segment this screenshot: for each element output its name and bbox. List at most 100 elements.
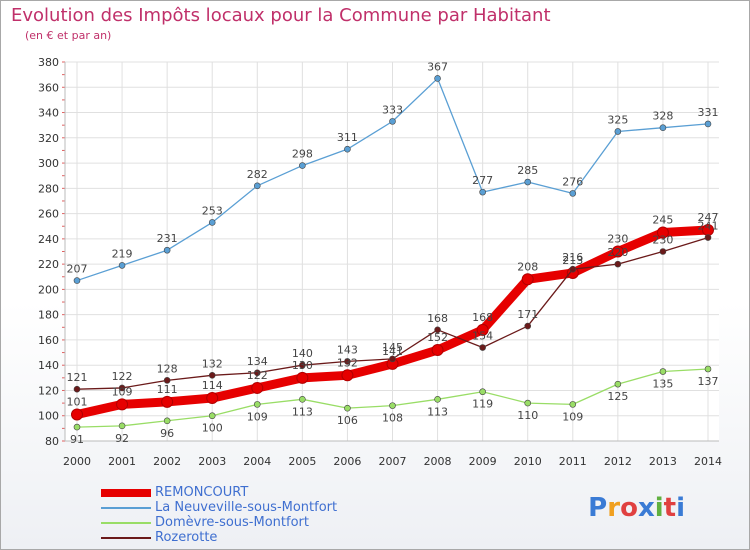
data-label: 134: [247, 355, 268, 368]
data-point: [479, 388, 486, 396]
data-label: 298: [292, 148, 313, 161]
data-point: [569, 265, 577, 273]
x-tick-label: 2014: [694, 455, 722, 468]
x-tick-label: 2000: [63, 455, 91, 468]
data-label: 143: [337, 343, 358, 356]
data-label: 230: [607, 233, 628, 246]
x-tick-label: 2004: [243, 455, 271, 468]
logo-letter: i: [676, 493, 685, 523]
data-point: [206, 392, 219, 405]
data-point: [659, 368, 667, 375]
data-label: 213: [562, 254, 583, 267]
y-tick-label: 160: [38, 334, 59, 347]
data-label: 145: [382, 341, 403, 354]
data-point: [299, 162, 306, 169]
axes: 80 100 120 140 160 180 200 220 240 260 280 300 320 34…: [38, 56, 722, 468]
data-point: [161, 395, 174, 408]
data-label: 171: [517, 308, 538, 321]
data-point: [521, 273, 534, 286]
x-tick-label: 2006: [333, 455, 361, 468]
data-label: 109: [247, 410, 268, 423]
data-label: 132: [337, 356, 358, 369]
logo-letter: t: [663, 493, 677, 523]
x-tick-label: 2001: [108, 455, 136, 468]
data-label: 91: [70, 433, 84, 446]
data-point: [434, 396, 441, 403]
data-point: [569, 190, 577, 197]
legend-item-remoncourt[interactable]: REMONCOURT: [101, 485, 337, 500]
data-label: 219: [112, 247, 133, 260]
data-point: [118, 262, 126, 269]
legend-label: Domèvre-sous-Montfort: [155, 515, 309, 530]
proxiti-logo[interactable]: Proxiti: [588, 493, 685, 523]
data-point: [253, 182, 261, 190]
data-label: 241: [698, 220, 719, 233]
legend-swatch: [101, 521, 151, 524]
data-label: 328: [652, 110, 673, 123]
data-point: [251, 381, 264, 394]
data-point: [253, 369, 261, 377]
data-point: [431, 344, 444, 357]
data-point: [116, 398, 129, 411]
y-tick-label: 200: [38, 283, 59, 296]
data-point: [389, 402, 396, 409]
data-point: [118, 384, 126, 392]
data-point: [704, 365, 712, 373]
data-point: [659, 248, 667, 255]
data-point: [656, 226, 669, 239]
data-point: [524, 399, 532, 407]
legend-item-rozerotte[interactable]: Rozerotte: [101, 530, 337, 545]
data-label: 137: [698, 375, 719, 388]
x-tick-label: 2009: [469, 455, 497, 468]
x-tick-label: 2008: [424, 455, 452, 468]
y-tick-label: 220: [38, 258, 59, 271]
data-point: [344, 404, 351, 412]
y-tick-label: 180: [38, 309, 59, 322]
data-label: 130: [292, 359, 313, 372]
data-point: [611, 245, 624, 258]
data-label: 331: [698, 106, 719, 119]
legend-item-la-neuveville[interactable]: La Neuveville-sous-Montfort: [101, 500, 337, 515]
logo-letter: P: [588, 493, 608, 523]
data-label: 367: [427, 60, 448, 73]
data-point: [208, 372, 216, 379]
data-label: 207: [67, 263, 88, 276]
data-label: 122: [247, 369, 268, 382]
data-label: 108: [382, 412, 403, 425]
data-point: [253, 401, 261, 408]
data-label: 216: [562, 251, 583, 264]
legend-label: REMONCOURT: [155, 485, 249, 500]
x-tick-label: 2003: [198, 455, 226, 468]
x-tick-label: 2013: [649, 455, 677, 468]
data-label: 231: [157, 232, 178, 245]
legend-swatch: [101, 506, 151, 509]
data-label: 96: [160, 427, 174, 440]
data-point: [479, 344, 486, 351]
data-label: 168: [427, 312, 448, 325]
x-tick-label: 2007: [379, 455, 407, 468]
y-tick-label: 340: [38, 107, 59, 120]
data-label: 311: [337, 131, 358, 144]
data-point: [659, 124, 667, 131]
data-point: [344, 358, 351, 365]
legend-item-domevre[interactable]: Domèvre-sous-Montfort: [101, 515, 337, 530]
logo-letter: r: [607, 493, 621, 523]
y-tick-label: 80: [45, 435, 59, 448]
data-label: 109: [112, 385, 133, 398]
x-tick-label: 2005: [288, 455, 316, 468]
data-label: 92: [115, 432, 129, 445]
data-label: 230: [652, 234, 673, 247]
data-point: [163, 246, 171, 254]
data-point: [73, 423, 81, 431]
data-label: 125: [607, 390, 628, 403]
data-point: [208, 412, 216, 420]
y-tick-label: 100: [38, 410, 59, 423]
data-point: [389, 118, 396, 125]
data-label: 106: [337, 414, 358, 427]
logo-letter: o: [620, 493, 638, 523]
data-label: 253: [202, 204, 223, 217]
data-label: 122: [112, 370, 133, 383]
data-label: 132: [202, 357, 223, 370]
